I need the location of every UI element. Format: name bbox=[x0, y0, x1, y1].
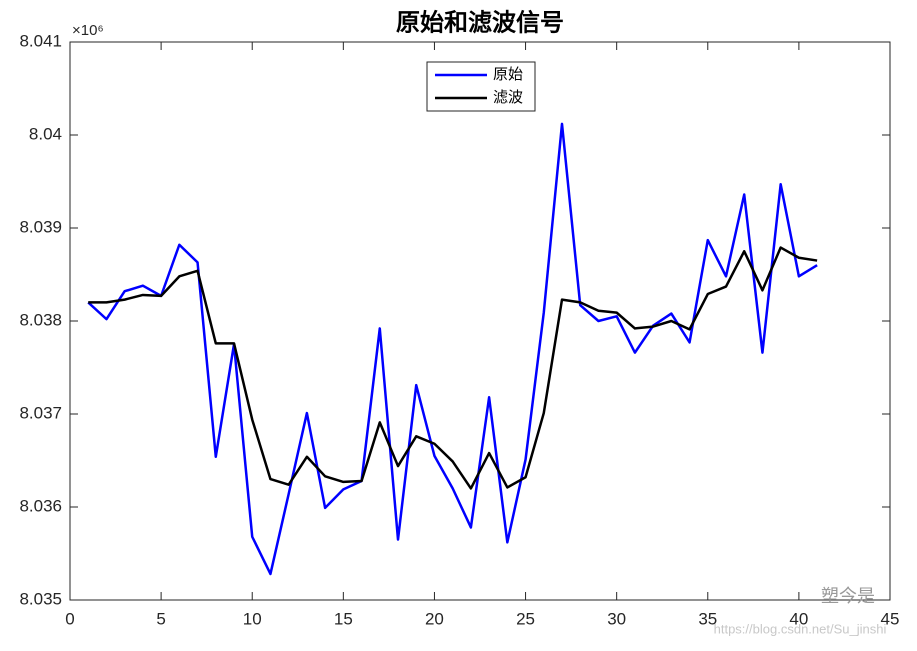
watermark-brand: 塑今是 bbox=[821, 586, 875, 606]
x-tick-label: 25 bbox=[516, 609, 535, 628]
y-tick-label: 8.036 bbox=[19, 496, 62, 515]
y-tick-label: 8.038 bbox=[19, 310, 62, 329]
x-tick-label: 30 bbox=[607, 609, 626, 628]
x-tick-label: 0 bbox=[65, 609, 74, 628]
x-tick-label: 40 bbox=[789, 609, 808, 628]
y-tick-label: 8.037 bbox=[19, 403, 62, 422]
legend-box bbox=[426, 61, 536, 112]
x-tick-label: 15 bbox=[334, 609, 353, 628]
x-tick-label: 5 bbox=[156, 609, 165, 628]
y-tick-label: 8.04 bbox=[29, 124, 62, 143]
x-tick-label: 10 bbox=[243, 609, 262, 628]
y-tick-label: 8.041 bbox=[19, 31, 62, 50]
x-tick-label: 35 bbox=[698, 609, 717, 628]
series-line bbox=[87, 122, 818, 576]
x-tick-label: 20 bbox=[425, 609, 444, 628]
legend-label: 滤波 bbox=[493, 89, 523, 106]
chart-title: 原始和滤波信号 bbox=[396, 8, 564, 37]
y-multiplier: ×10⁶ bbox=[72, 22, 104, 39]
x-tick-label: 45 bbox=[881, 609, 900, 628]
watermark-url: https://blog.csdn.net/Su_jinshi bbox=[714, 621, 887, 636]
y-tick-label: 8.035 bbox=[19, 589, 62, 608]
plot-box bbox=[69, 41, 891, 601]
y-tick-label: 8.039 bbox=[19, 217, 62, 236]
series-line bbox=[88, 246, 818, 490]
legend-label: 原始 bbox=[493, 66, 523, 83]
